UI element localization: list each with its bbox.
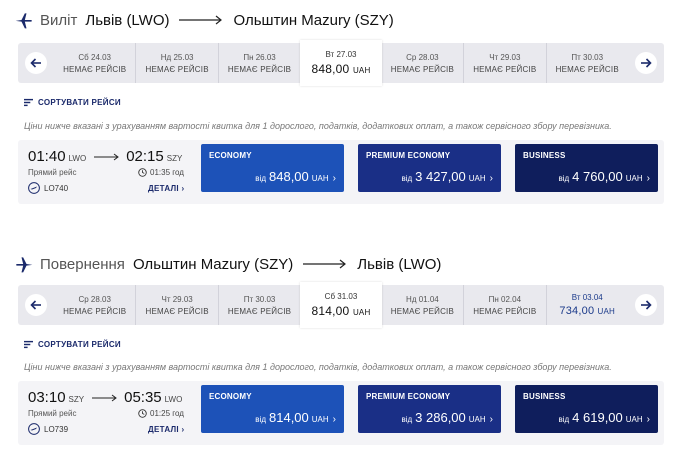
prev-dates-button[interactable] [18,285,54,325]
date-tab[interactable]: Вт 03.04 734,00 UAH [545,285,628,325]
departure-code: LWO [68,154,87,163]
date-tab[interactable]: Чт 29.03 НЕМАЄ РЕЙСІВ [135,285,217,325]
return-header: Повернення Ольштин Mazury (SZY) Львів (L… [14,252,441,276]
origin-city: Львів (LWO) [85,11,170,29]
plane-right-icon [15,13,32,29]
date-tab-selected[interactable]: Вт 27.03 848,00 UAH [300,40,382,86]
departure-code: SZY [68,395,85,404]
sort-icon [24,340,33,349]
arrow-right-icon [179,15,223,25]
flight-type: Прямий рейс [28,409,77,418]
price-note: Ціни нижче вказані з урахуванням вартост… [24,121,612,131]
flight-number: LO739 [44,424,69,434]
outbound-date-selector: Сб 24.03 НЕМАЄ РЕЙСІВ Нд 25.03 НЕМАЄ РЕЙСІ… [18,40,664,86]
departure-time: 03:10 [28,389,66,406]
prev-dates-button[interactable] [18,43,54,83]
flight-row: 03:10 SZY 05:35 LWO Прямий рейс 01:25 го… [18,381,664,445]
arrival-code: LWO [164,395,183,404]
arrow-right-icon [641,300,652,310]
chevron-right-icon: › [646,414,650,425]
date-tab[interactable]: Пн 26.03 НЕМАЄ РЕЙСІВ [217,43,300,83]
chevron-right-icon: › [489,414,493,425]
flight-times: 01:40 LWO 02:15 SZY [28,148,182,165]
arrow-right-icon [303,259,347,269]
direction-label: Повернення [40,255,125,273]
arrow-left-icon [30,300,41,310]
date-tab-selected[interactable]: Сб 31.03 814,00 UAH [300,282,382,328]
details-link[interactable]: ДЕТАЛІ › [148,425,185,434]
chevron-right-icon: › [489,173,493,184]
sort-icon [24,98,33,107]
lot-logo-icon [28,182,40,194]
direction-label: Виліт [40,11,78,29]
clock-icon [138,168,147,177]
clock-icon [138,409,147,418]
date-tab[interactable]: Нд 25.03 НЕМАЄ РЕЙСІВ [135,43,217,83]
chevron-right-icon: › [332,414,336,425]
flight-number: LO740 [44,183,69,193]
fare-business-button[interactable]: BUSINESS від 4 619,00 UAH › [515,385,658,433]
date-tab[interactable]: Пн 02.04 НЕМАЄ РЕЙСІВ [463,285,545,325]
destination-city: Ольштин Mazury (SZY) [233,11,394,29]
date-tab[interactable]: Пт 30.03 НЕМАЄ РЕЙСІВ [545,43,628,83]
chevron-right-icon: › [646,173,650,184]
arrival-time: 02:15 [126,148,164,165]
return-date-selector: Ср 28.03 НЕМАЄ РЕЙСІВ Чт 29.03 НЕМАЄ РЕЙСІ… [18,282,664,328]
departure-time: 01:40 [28,148,66,165]
flight-duration: 01:35 год [138,168,184,177]
airline-info: LO739 [28,423,68,435]
plane-left-icon [16,257,33,273]
date-tab[interactable]: Чт 29.03 НЕМАЄ РЕЙСІВ [463,43,545,83]
arrow-right-icon [92,394,117,402]
lot-logo-icon [28,423,40,435]
return-days: Ср 28.03 НЕМАЄ РЕЙСІВ Чт 29.03 НЕМАЄ РЕЙСІ… [54,282,628,328]
outbound-days: Сб 24.03 НЕМАЄ РЕЙСІВ Нд 25.03 НЕМАЄ РЕЙСІ… [54,40,628,86]
airline-info: LO740 [28,182,68,194]
date-tab[interactable]: Ср 28.03 НЕМАЄ РЕЙСІВ [390,52,455,74]
date-tab[interactable]: Пт 30.03 НЕМАЄ РЕЙСІВ [217,285,300,325]
arrow-right-icon [641,58,652,68]
outbound-header: Виліт Львів (LWO) Ольштин Mazury (SZY) [14,8,394,32]
next-dates-button[interactable] [628,285,664,325]
arrow-right-icon [94,153,120,161]
date-tab[interactable]: Сб 24.03 НЕМАЄ РЕЙСІВ [63,52,127,74]
destination-city: Львів (LWO) [357,255,442,273]
fare-premium-economy-button[interactable]: PREMIUM ECONOMY від 3 286,00 UAH › [358,385,501,433]
flight-times: 03:10 SZY 05:35 LWO [28,389,182,406]
arrival-time: 05:35 [124,389,162,406]
flight-type: Прямий рейс [28,168,77,177]
date-tab[interactable]: Ср 28.03 НЕМАЄ РЕЙСІВ [63,294,127,316]
sort-flights-button[interactable]: СОРТУВАТИ РЕЙСИ [24,340,121,349]
date-tab[interactable]: Нд 01.04 НЕМАЄ РЕЙСІВ [390,294,455,316]
next-dates-button[interactable] [628,43,664,83]
details-link[interactable]: ДЕТАЛІ › [148,184,185,193]
origin-city: Ольштин Mazury (SZY) [132,255,294,273]
fare-premium-economy-button[interactable]: PREMIUM ECONOMY від 3 427,00 UAH › [358,144,501,192]
price-note: Ціни нижче вказані з урахуванням вартост… [24,362,612,372]
flight-row: 01:40 LWO 02:15 SZY Прямий рейс 01:35 го… [18,140,664,204]
arrival-code: SZY [166,154,183,163]
fare-economy-button[interactable]: ECONOMY від 848,00 UAH › [201,144,344,192]
flight-duration: 01:25 год [138,409,184,418]
fare-economy-button[interactable]: ECONOMY від 814,00 UAH › [201,385,344,433]
arrow-left-icon [30,58,41,68]
fare-business-button[interactable]: BUSINESS від 4 760,00 UAH › [515,144,658,192]
chevron-right-icon: › [332,173,336,184]
sort-flights-button[interactable]: СОРТУВАТИ РЕЙСИ [24,98,121,107]
